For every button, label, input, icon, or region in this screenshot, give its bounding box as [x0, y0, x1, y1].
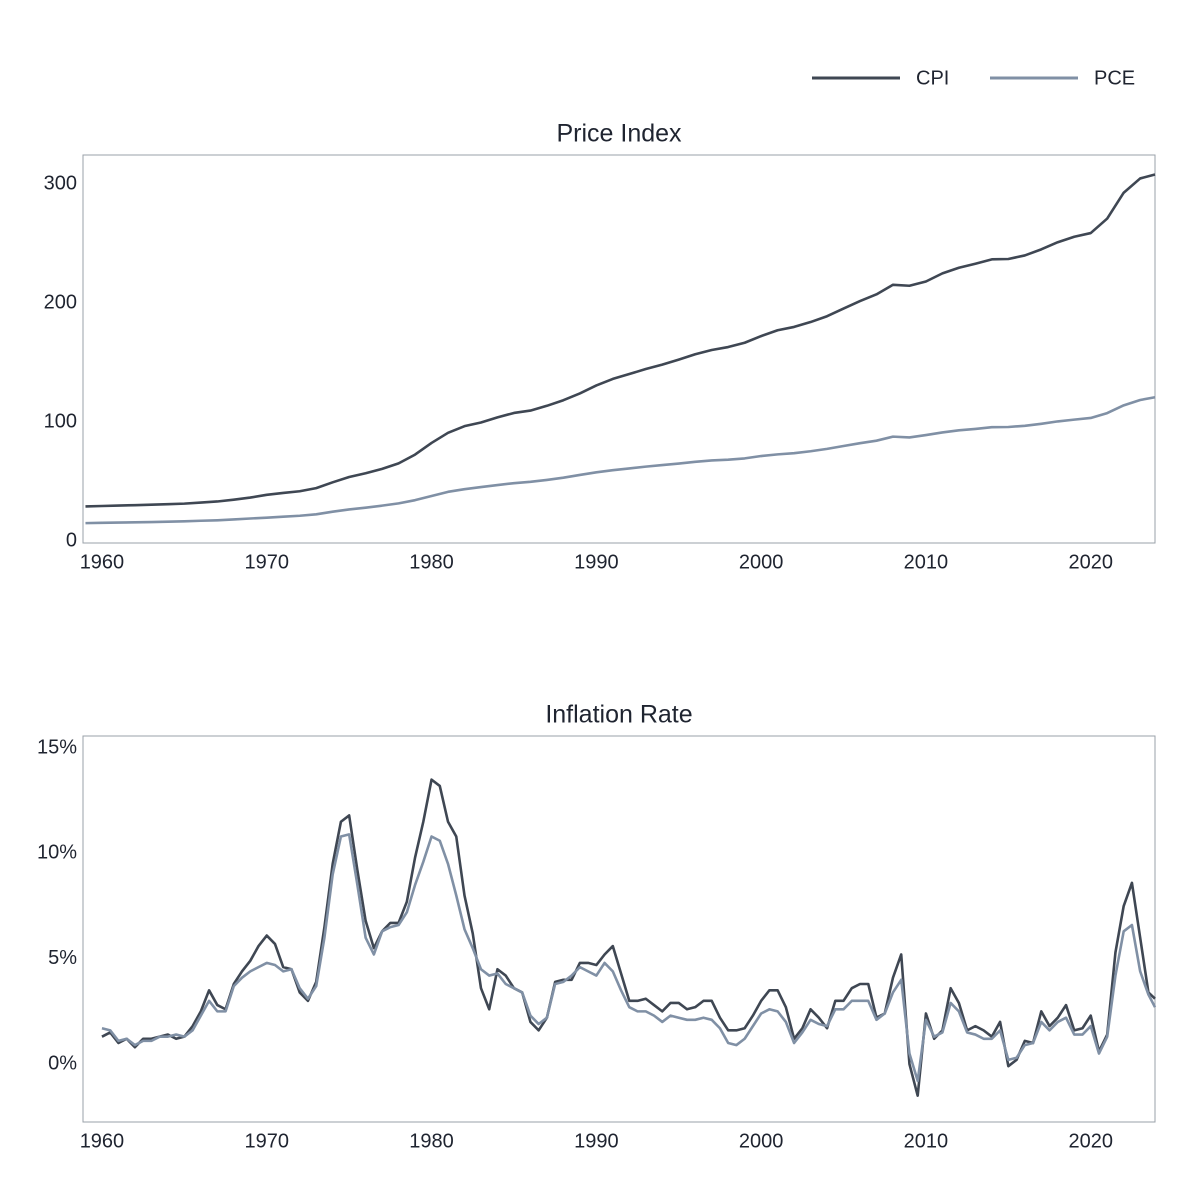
series-line	[101, 778, 1156, 1097]
x-tick-label: 2020	[1068, 1130, 1113, 1152]
x-tick-label: 1960	[80, 551, 125, 573]
x-tick-label: 1970	[244, 1130, 289, 1152]
x-tick-label: 2020	[1068, 551, 1113, 573]
x-tick-label: 1980	[409, 1130, 454, 1152]
chart-title: Inflation Rate	[545, 701, 692, 729]
x-tick-label: 1960	[80, 1130, 125, 1152]
x-tick-label: 1970	[244, 551, 289, 573]
x-tick-label: 2000	[739, 1130, 784, 1152]
x-tick-label: 2010	[904, 1130, 949, 1152]
plot-frame	[82, 735, 1156, 1123]
series-line	[85, 173, 1156, 508]
x-tick-label: 2010	[904, 551, 949, 573]
x-tick-label: 1990	[574, 1130, 619, 1152]
plot-frame	[82, 154, 1156, 544]
y-tick-label: 100	[44, 410, 77, 432]
series-line	[85, 395, 1156, 525]
x-tick-label: 1990	[574, 551, 619, 573]
chart-title: Price Index	[556, 120, 682, 148]
legend-label: CPI	[916, 67, 949, 89]
y-tick-label: 5%	[48, 947, 77, 969]
x-tick-label: 2000	[739, 551, 784, 573]
y-tick-label: 15%	[37, 736, 77, 758]
y-tick-label: 200	[44, 291, 77, 313]
y-tick-label: 0	[66, 529, 77, 551]
y-tick-label: 10%	[37, 842, 77, 864]
legend-label: PCE	[1094, 67, 1135, 89]
series-line	[101, 833, 1157, 1083]
x-tick-label: 1980	[409, 551, 454, 573]
y-tick-label: 300	[44, 172, 77, 194]
y-tick-label: 0%	[48, 1052, 77, 1074]
